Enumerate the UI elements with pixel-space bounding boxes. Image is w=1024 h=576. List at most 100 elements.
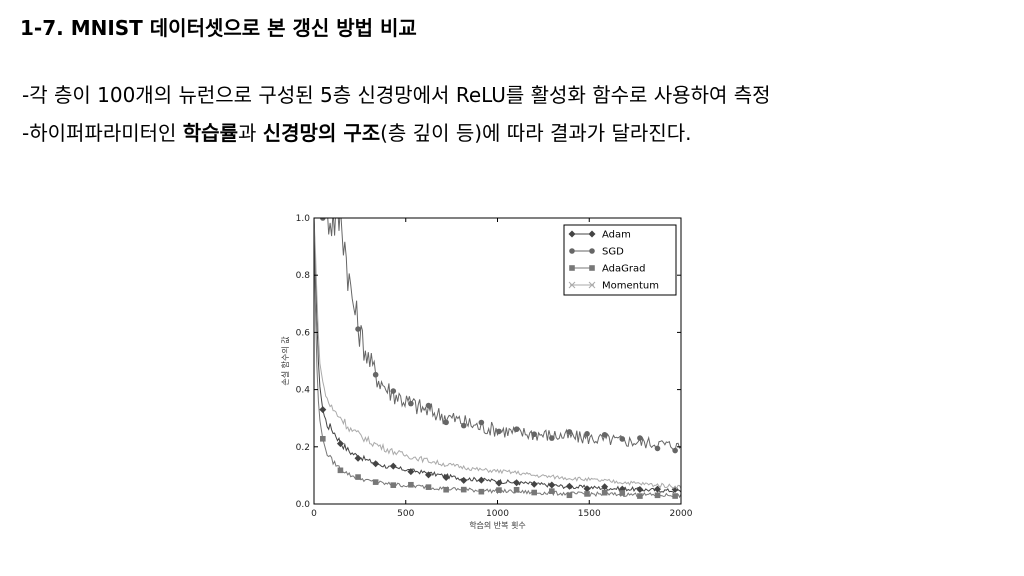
data-point-adagrad [584, 491, 590, 497]
legend-label: SGD [602, 247, 624, 258]
legend-item-adam: Adam [568, 230, 631, 241]
data-point-sgd [513, 426, 520, 433]
data-point-adagrad [478, 488, 485, 495]
data-point-sgd [408, 400, 414, 407]
data-point-sgd [355, 326, 361, 332]
y-tick-label: 0.0 [296, 500, 311, 510]
data-point-sgd [372, 371, 379, 378]
data-point-adam [389, 462, 397, 470]
loss-chart-container: 0 500 1000 1500 2000 0.0 0.2 0.4 0.6 0.8 1.0 Adam S… [270, 200, 710, 545]
y-tick-label: 0.8 [296, 271, 311, 281]
data-point-adam [425, 471, 433, 479]
bullet-list: -각 층이 100개의 뉴런으로 구성된 5층 신경망에서 ReLU를 활성화 … [22, 76, 771, 152]
data-point-adagrad [390, 482, 397, 488]
data-point-adam [460, 476, 468, 484]
data-point-adam [477, 476, 485, 484]
data-point-adagrad [531, 489, 537, 496]
data-point-adagrad [601, 489, 608, 496]
x-tick-label: 2000 [670, 509, 693, 519]
data-point-adam [336, 440, 344, 448]
data-point-sgd [320, 218, 326, 221]
data-point-sgd [338, 204, 344, 210]
data-point-sgd [443, 419, 449, 426]
data-point-adagrad [672, 493, 678, 499]
legend-label: AdaGrad [602, 264, 645, 275]
data-point-sgd [619, 436, 626, 442]
data-point-sgd [654, 445, 661, 452]
data-point-adagrad [372, 479, 379, 485]
series-momentum [314, 218, 681, 490]
legend-label: Adam [602, 230, 631, 241]
legend-box [563, 224, 677, 296]
data-point-adam [495, 479, 503, 487]
data-point-adagrad [337, 467, 344, 474]
data-point-adagrad [637, 493, 643, 499]
bullet-2-part2: 과 [237, 121, 263, 145]
data-point-adagrad [408, 481, 414, 488]
series-line-sgd [314, 218, 681, 452]
y-tick-label: 0.4 [296, 386, 311, 396]
data-point-sgd [460, 422, 467, 429]
data-point-sgd [672, 447, 678, 454]
bullet-2-part1: -하이퍼파라미터인 [22, 121, 183, 145]
data-point-adagrad [566, 492, 573, 499]
data-point-adam [442, 473, 450, 481]
data-point-adam [654, 485, 662, 493]
legend-marker [568, 281, 576, 289]
data-point-adagrad [549, 488, 555, 494]
data-point-adam [548, 481, 556, 489]
slide-title: 1-7. MNIST 데이터셋으로 본 갱신 방법 비교 [20, 16, 417, 40]
x-tick-label: 1500 [578, 509, 601, 519]
data-point-adagrad [425, 484, 432, 490]
data-point-sgd [601, 431, 608, 438]
data-point-adagrad [619, 490, 626, 496]
data-point-adam [601, 483, 609, 491]
data-point-adagrad [443, 486, 449, 493]
legend-item-momentum: Momentum [568, 281, 659, 292]
legend-marker [568, 230, 576, 238]
loss-chart: 0 500 1000 1500 2000 0.0 0.2 0.4 0.6 0.8 1.0 Adam S… [280, 204, 693, 530]
series-adagrad [314, 218, 681, 499]
data-point-adagrad [654, 492, 661, 499]
x-axis-label: 학습의 반복 횟수 [469, 520, 526, 530]
legend-item-sgd: SGD [569, 247, 624, 258]
data-point-adam [530, 480, 538, 488]
data-point-adam [565, 482, 573, 490]
series-line-momentum [314, 218, 681, 490]
x-tick-label: 0 [311, 509, 317, 519]
data-point-adagrad [320, 435, 326, 442]
legend-item-adagrad: AdaGrad [569, 264, 645, 275]
data-point-adam [636, 486, 644, 494]
data-point-adagrad [460, 486, 467, 493]
legend-marker [569, 248, 575, 254]
data-point-adam [513, 479, 521, 487]
x-tick-label: 500 [397, 509, 414, 519]
y-tick-label: 0.6 [296, 328, 311, 338]
data-point-sgd [566, 429, 573, 435]
data-point-adagrad [513, 486, 520, 493]
bullet-2-bold-learning-rate: 학습률 [182, 121, 238, 145]
data-point-adam [319, 406, 327, 414]
bullet-2-bold-network-structure: 신경망의 구조 [262, 121, 381, 145]
bullet-2: -하이퍼파라미터인 학습률과 신경망의 구조(층 깊이 등)에 따라 결과가 달… [22, 114, 771, 152]
legend-marker [589, 265, 595, 271]
bullet-2-part3: (층 깊이 등)에 따라 결과가 달라진다. [380, 121, 692, 145]
data-point-adagrad [496, 487, 502, 493]
legend-label: Momentum [602, 281, 659, 292]
legend-marker [588, 281, 596, 289]
data-point-sgd [478, 419, 485, 426]
x-tick-label: 1000 [486, 509, 509, 519]
data-point-adam [583, 485, 591, 493]
data-point-adam [354, 454, 362, 462]
data-point-adam [372, 460, 380, 468]
legend-marker [569, 265, 575, 271]
series-sgd [314, 204, 681, 454]
data-point-sgd [584, 431, 590, 437]
data-point-sgd [549, 435, 555, 441]
data-point-sgd [637, 435, 643, 441]
y-axis-label: 손실 함수의 값 [280, 336, 290, 386]
bullet-1: -각 층이 100개의 뉴런으로 구성된 5층 신경망에서 ReLU를 활성화 … [22, 83, 771, 107]
data-point-sgd [390, 388, 397, 394]
data-point-sgd [531, 431, 537, 438]
